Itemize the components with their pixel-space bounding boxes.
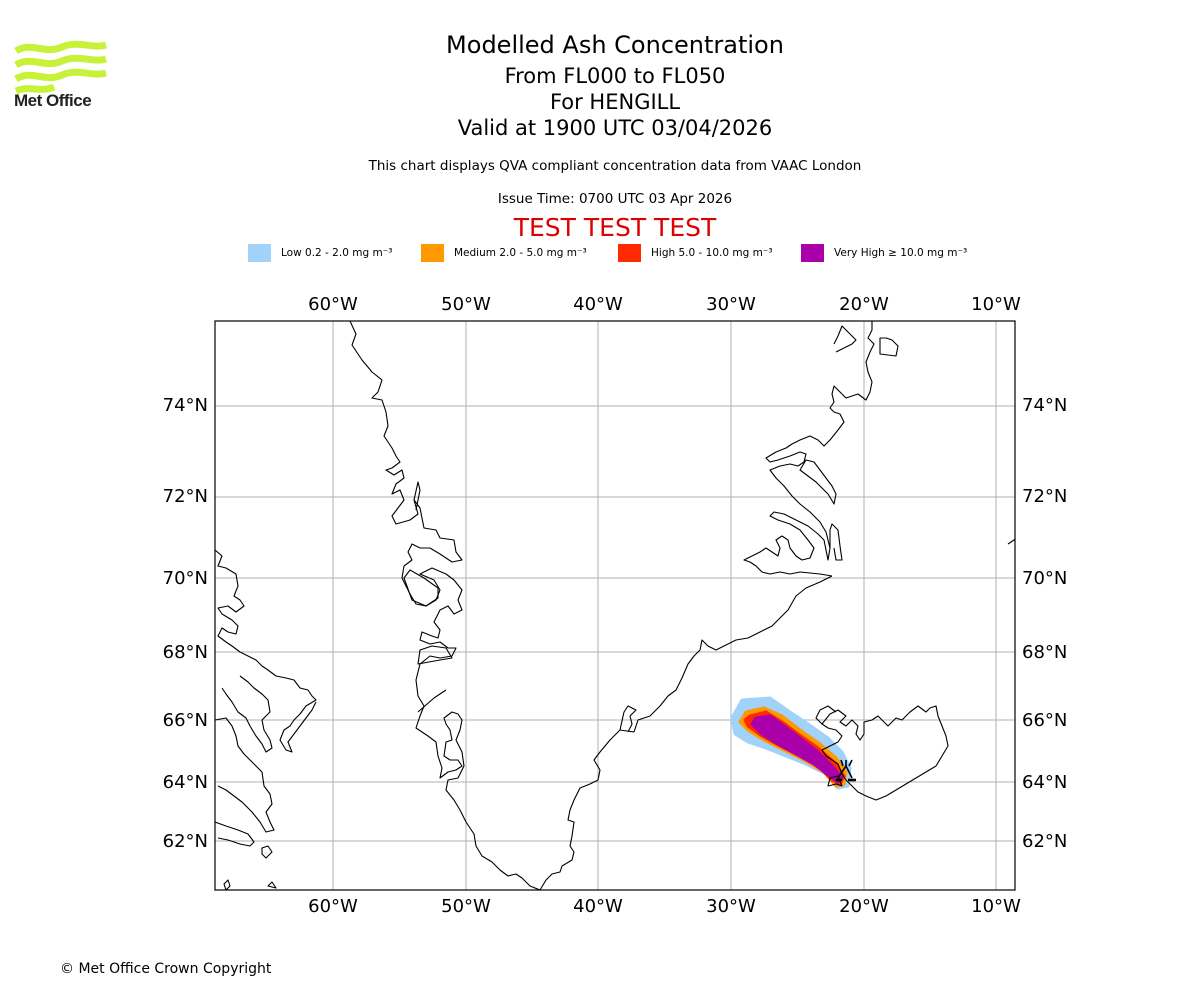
met-office-logo-icon xyxy=(14,40,107,95)
lon-label: 60°W xyxy=(308,294,358,315)
coastline-small-island-a xyxy=(261,845,273,859)
coastline-e-greenland-island xyxy=(879,337,899,357)
lat-label: 68°N xyxy=(1022,642,1067,663)
lon-label: 30°W xyxy=(706,896,756,917)
copyright-notice: © Met Office Crown Copyright xyxy=(60,961,272,977)
lat-label: 62°N xyxy=(1022,831,1067,852)
coastline-greenland-island-c xyxy=(413,481,421,511)
coastline-e-greenland-inlet xyxy=(833,325,857,353)
coastline-e-greenland-peninsula xyxy=(799,459,837,505)
lat-label: 66°N xyxy=(1022,710,1067,731)
coastline-greenland-fjord-a xyxy=(417,689,447,713)
coastlines xyxy=(215,321,1015,890)
coastline-west-greenland xyxy=(349,321,541,890)
coastline-e-greenland-upper xyxy=(765,321,875,549)
coastline-labrador-south xyxy=(215,821,255,847)
legend-label-very-high: Very High ≥ 10.0 mg m⁻³ xyxy=(834,247,968,259)
legend-label-high: High 5.0 - 10.0 mg m⁻³ xyxy=(651,247,773,259)
legend-item-medium: Medium 2.0 - 5.0 mg m⁻³ xyxy=(421,243,587,263)
volcano-name: For HENGILL xyxy=(549,90,681,114)
map-frame xyxy=(214,320,1016,891)
coastline-baffin-inner xyxy=(221,675,273,753)
legend-swatch-high xyxy=(618,244,641,262)
lon-label: 20°W xyxy=(839,896,889,917)
lat-label: 64°N xyxy=(1022,772,1067,793)
lon-label: 10°W xyxy=(971,896,1021,917)
volcano-icon xyxy=(836,759,856,782)
lon-label: 30°W xyxy=(706,294,756,315)
chart-title: Modelled Ash Concentration xyxy=(446,31,784,59)
coastline-greenland-island-b xyxy=(417,645,453,665)
test-banner: TEST TEST TEST xyxy=(513,213,717,242)
legend-label-medium: Medium 2.0 - 5.0 mg m⁻³ xyxy=(454,247,587,259)
lat-label: 62°N xyxy=(163,831,208,852)
lat-label: 70°N xyxy=(1022,568,1067,589)
legend-item-very-high: Very High ≥ 10.0 mg m⁻³ xyxy=(801,243,967,263)
lat-label: 64°N xyxy=(163,772,208,793)
coastline-e-greenland-fjords xyxy=(743,511,843,577)
lon-label: 10°W xyxy=(971,294,1021,315)
lon-label: 50°W xyxy=(441,896,491,917)
chart-description: This chart displays QVA compliant concen… xyxy=(368,158,862,174)
coastline-greenland-island-a xyxy=(403,569,439,607)
legend-swatch-medium xyxy=(421,244,444,262)
lat-label: 70°N xyxy=(163,568,208,589)
lat-label: 74°N xyxy=(163,395,208,416)
lat-labels-right: 74°N 72°N 70°N 68°N 66°N 64°N 62°N xyxy=(1022,395,1067,852)
issue-time: Issue Time: 0700 UTC 03 Apr 2026 xyxy=(497,191,733,207)
legend-label-low: Low 0.2 - 2.0 mg m⁻³ xyxy=(281,247,393,259)
lat-label: 68°N xyxy=(163,642,208,663)
coastline-small-island-b xyxy=(223,879,231,890)
ash-plume xyxy=(730,696,852,790)
graticule xyxy=(215,321,1015,890)
coastline-jan-mayen xyxy=(1007,538,1015,545)
lon-label: 40°W xyxy=(573,294,623,315)
legend-swatch-low xyxy=(248,244,271,262)
met-office-logo-text: Met Office xyxy=(14,91,92,110)
coastline-iceland xyxy=(821,705,949,801)
legend-item-low: Low 0.2 - 2.0 mg m⁻³ xyxy=(248,243,392,263)
lat-label: 66°N xyxy=(163,710,208,731)
lon-label: 40°W xyxy=(573,896,623,917)
lon-label: 50°W xyxy=(441,294,491,315)
coastline-se-greenland xyxy=(539,575,833,890)
ash-zone-very-high xyxy=(750,714,844,784)
lon-label: 60°W xyxy=(308,896,358,917)
legend-swatch-very-high xyxy=(801,244,824,262)
coastline-iceland-west-fjords xyxy=(815,705,837,725)
lat-label: 72°N xyxy=(163,486,208,507)
coastline-small-island-c xyxy=(267,881,277,889)
flight-level-range: From FL000 to FL050 xyxy=(504,64,726,88)
coastline-se-greenland-south xyxy=(619,705,637,733)
legend-item-high: High 5.0 - 10.0 mg m⁻³ xyxy=(618,243,773,263)
lon-labels-top: 60°W 50°W 40°W 30°W 20°W 10°W xyxy=(308,294,1021,315)
coastline-baffin-north xyxy=(215,549,317,753)
lon-label: 20°W xyxy=(839,294,889,315)
lat-labels-left: 74°N 72°N 70°N 68°N 66°N 64°N 62°N xyxy=(163,395,208,852)
coastline-labrador xyxy=(215,717,275,833)
lat-label: 74°N xyxy=(1022,395,1067,416)
lat-label: 72°N xyxy=(1022,486,1067,507)
lon-labels-bottom: 60°W 50°W 40°W 30°W 20°W 10°W xyxy=(308,896,1021,917)
valid-time: Valid at 1900 UTC 03/04/2026 xyxy=(457,116,773,140)
